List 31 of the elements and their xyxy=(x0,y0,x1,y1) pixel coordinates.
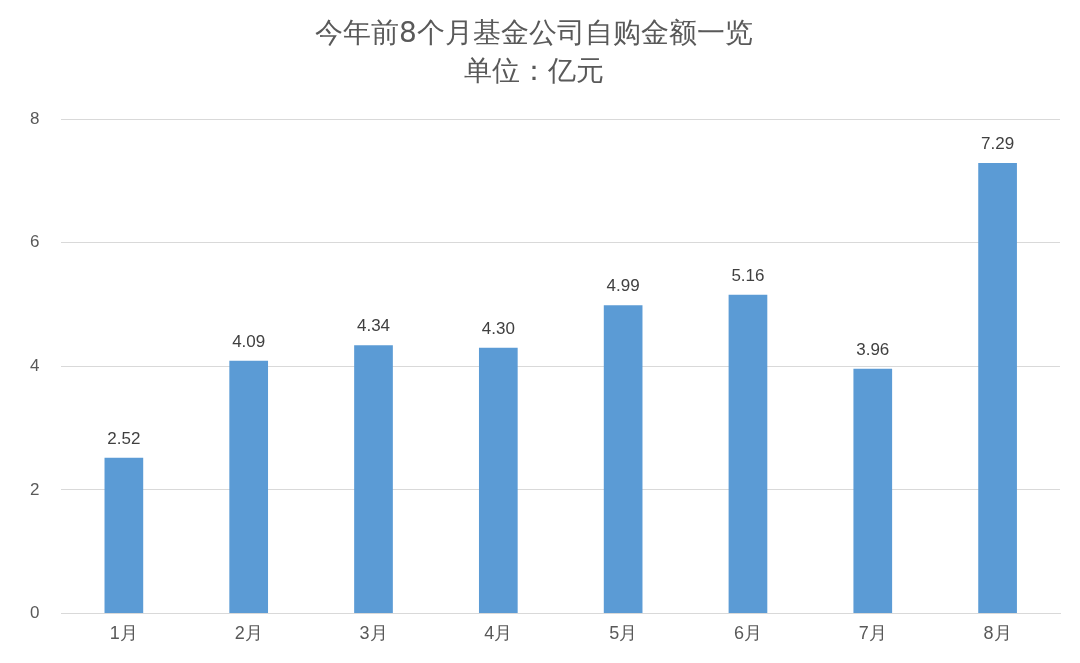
x-tick-label: 6月 xyxy=(733,623,762,644)
data-label: 4.99 xyxy=(606,276,640,296)
bar xyxy=(728,294,768,613)
data-label: 7.29 xyxy=(981,134,1015,154)
data-label: 4.34 xyxy=(356,316,391,336)
data-label: 4.30 xyxy=(481,318,515,338)
bar xyxy=(853,368,893,613)
x-tick-label: 3月 xyxy=(359,623,388,644)
data-label: 3.96 xyxy=(856,339,890,359)
bar xyxy=(229,360,269,613)
chart-title: 今年前8个月基金公司自购金额一览 xyxy=(315,16,753,50)
y-tick-label: 8 xyxy=(29,108,40,128)
y-tick-label: 4 xyxy=(29,355,40,375)
y-tick-label: 0 xyxy=(29,603,40,623)
x-tick-label: 4月 xyxy=(484,623,513,644)
data-label: 4.09 xyxy=(232,331,266,351)
data-label: 5.16 xyxy=(731,265,765,285)
bar xyxy=(978,163,1017,613)
y-tick-label: 2 xyxy=(29,479,40,499)
bar xyxy=(478,347,518,613)
x-tick-label: 5月 xyxy=(609,623,638,644)
data-label: 2.52 xyxy=(107,428,141,448)
x-tick-label: 1月 xyxy=(109,623,138,644)
y-tick-label: 6 xyxy=(29,232,40,252)
chart-subtitle: 单位：亿元 xyxy=(464,53,604,87)
bar xyxy=(603,305,643,613)
bar xyxy=(354,345,393,613)
bar xyxy=(104,457,144,613)
x-tick-label: 8月 xyxy=(983,623,1012,644)
x-tick-label: 7月 xyxy=(858,623,887,644)
x-tick-label: 2月 xyxy=(234,623,263,644)
